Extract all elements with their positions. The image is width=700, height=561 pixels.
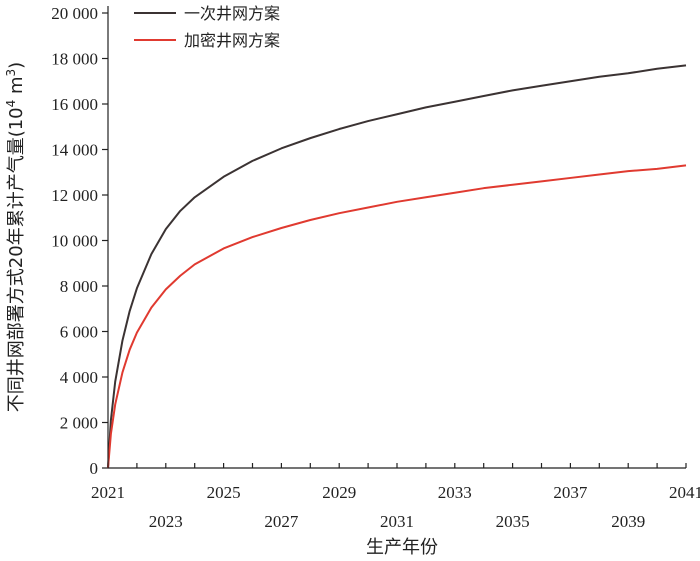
y-tick-label-7: 14 000 xyxy=(51,141,98,160)
y-axis-title-main: 不同井网部署方式20年累计产气量(10 xyxy=(6,107,27,412)
y-ticks xyxy=(102,12,108,469)
x-tick-label-lower-4: 2039 xyxy=(611,512,645,531)
x-tick-label-upper-2: 2029 xyxy=(322,483,356,502)
x-tick-label-upper-3: 2033 xyxy=(438,483,472,502)
y-axis-title-sup-2: 3 xyxy=(4,69,18,77)
y-tick-labels: 0 2 000 4 000 6 000 8 000 10 000 12 000 14 000 1… xyxy=(51,4,98,478)
x-tick-label-lower-3: 2035 xyxy=(496,512,530,531)
y-tick-label-6: 12 000 xyxy=(51,186,98,205)
series-lines xyxy=(107,64,687,469)
y-tick-label-4: 8 000 xyxy=(60,277,98,296)
x-tick-label-lower-2: 2031 xyxy=(380,512,414,531)
y-axis-title: 不同井网部署方式20年累计产气量(104 m3) xyxy=(4,62,27,412)
series-line-2 xyxy=(107,164,687,469)
y-tick-label-8: 16 000 xyxy=(51,95,98,114)
y-tick-label-3: 6 000 xyxy=(60,323,98,342)
x-tick-label-upper-0: 2021 xyxy=(91,483,125,502)
x-axis-title: 生产年份 xyxy=(366,537,438,558)
y-tick-label-2: 4 000 xyxy=(60,368,98,387)
x-tick-label-lower-1: 2027 xyxy=(264,512,299,531)
legend: 一次井网方案 加密井网方案 xyxy=(134,4,280,50)
x-tick-labels: 2021 2025 2029 2033 2037 2041 2023 2027 2031 2035… xyxy=(91,483,700,531)
y-axis-title-end: ) xyxy=(6,62,27,69)
x-tick-label-upper-4: 2037 xyxy=(553,483,588,502)
x-tick-label-lower-0: 2023 xyxy=(149,512,183,531)
y-tick-label-10: 20 000 xyxy=(51,4,98,23)
y-tick-label-0: 0 xyxy=(90,459,99,478)
y-tick-label-1: 2 000 xyxy=(60,414,98,433)
y-axis-title-mid: m xyxy=(6,76,27,99)
legend-label-series-1: 一次井网方案 xyxy=(184,4,280,23)
legend-label-series-2: 加密井网方案 xyxy=(184,31,280,50)
x-tick-label-upper-1: 2025 xyxy=(207,483,241,502)
x-tick-label-upper-5: 2041 xyxy=(669,483,700,502)
y-axis-title-sup-1: 4 xyxy=(4,100,18,108)
y-tick-label-9: 18 000 xyxy=(51,50,98,69)
x-ticks xyxy=(136,463,687,468)
series-line-1 xyxy=(107,64,687,469)
y-tick-label-5: 10 000 xyxy=(51,232,98,251)
